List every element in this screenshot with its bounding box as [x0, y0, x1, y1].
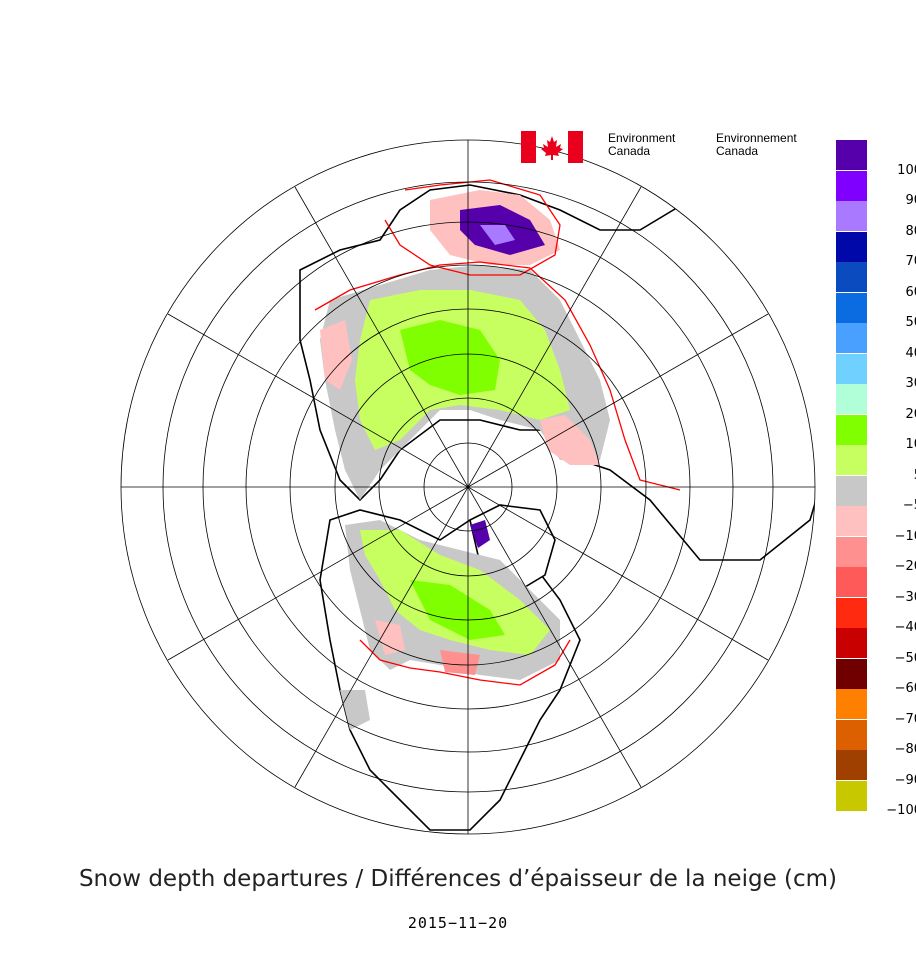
- legend-tick-label: 100: [897, 162, 916, 178]
- canada-flag-icon: [521, 131, 583, 163]
- legend-tick-label: 90: [905, 193, 916, 208]
- legend-swatch: [836, 262, 867, 292]
- legend-tick-label: 10: [905, 437, 916, 452]
- legend-swatch: [836, 475, 867, 506]
- map-date: 2015−11−20: [407, 914, 509, 932]
- legend-tick-label: −100: [886, 803, 916, 818]
- legend-swatch: [836, 384, 867, 414]
- legend-swatch: [836, 292, 867, 323]
- legend-tick-label: −90: [894, 772, 916, 788]
- legend-tick-label: 5: [872, 468, 916, 483]
- legend-tick-label: 80: [905, 223, 916, 239]
- legend-tick-label: 50: [905, 315, 916, 330]
- snow-field-north-america: [340, 520, 560, 730]
- map-caption: Snow depth departures / Différences d’ép…: [78, 866, 838, 892]
- legend-tick-label: 20: [905, 406, 916, 422]
- legend-tick-label: 40: [905, 345, 916, 361]
- legend-tick-label: −60: [894, 681, 916, 696]
- graticule: [120, 139, 816, 835]
- legend-swatch: [836, 506, 867, 536]
- agency-name-en-line2: Canada: [608, 144, 651, 158]
- legend-swatch: [836, 140, 867, 170]
- legend-tick-label: 60: [905, 284, 916, 300]
- legend-swatch: [836, 780, 867, 811]
- legend-swatch: [836, 445, 867, 475]
- legend-swatch: [836, 353, 867, 384]
- zero-contour-eurasia: [314, 261, 681, 491]
- legend-swatch: [836, 536, 867, 567]
- legend-swatch: [836, 658, 867, 689]
- zero-contour-north-america: [359, 639, 571, 686]
- legend-swatch: [836, 750, 867, 780]
- legend-tick-label: −10: [894, 528, 916, 544]
- legend-tick-label: −80: [894, 742, 916, 757]
- legend-swatch: [836, 628, 867, 658]
- legend-tick-label: −20: [894, 559, 916, 574]
- legend-tick-label: 30: [905, 376, 916, 391]
- legend-tick-label: −70: [894, 711, 916, 727]
- agency-name-fr: Environnement Canada: [716, 132, 797, 158]
- legend-swatch: [836, 597, 867, 628]
- legend-swatch: [836, 567, 867, 597]
- legend-tick-label: −5: [902, 498, 916, 513]
- legend-tick-label: 70: [905, 254, 916, 269]
- snow-field-eurasia: [320, 190, 610, 500]
- legend-tick-label: −50: [894, 650, 916, 666]
- agency-name-en-line1: Environment: [608, 131, 676, 145]
- legend-swatch: [836, 201, 867, 231]
- legend-swatch: [836, 689, 867, 719]
- legend-tick-label: −40: [894, 620, 916, 635]
- legend-swatch: [836, 170, 867, 201]
- maple-leaf-icon: [541, 136, 563, 160]
- agency-name-en: Environment Canada: [608, 132, 675, 158]
- legend-swatch: [836, 719, 867, 750]
- legend-swatch: [836, 323, 867, 353]
- agency-name-fr-line1: Environnement: [716, 131, 797, 145]
- legend-swatch: [836, 414, 867, 445]
- legend-tick-label: −30: [894, 589, 916, 605]
- legend-swatch: [836, 231, 867, 262]
- meridian-line: [294, 186, 642, 788]
- agency-name-fr-line2: Canada: [716, 144, 759, 158]
